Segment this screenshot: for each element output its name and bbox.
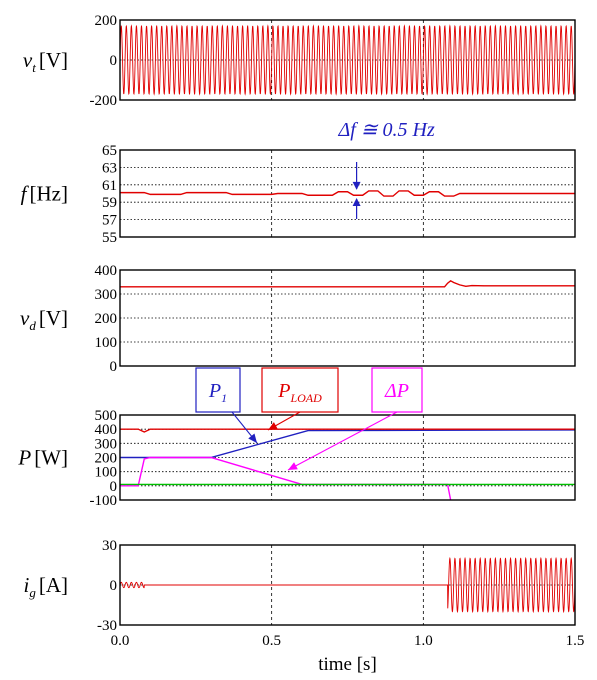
label-text-1: PLOAD xyxy=(277,380,322,405)
plot-frame-ig xyxy=(119,544,576,626)
series-line-ig-0 xyxy=(119,556,576,614)
label-text-0: P1 xyxy=(208,380,227,405)
y-tick-label: 0 xyxy=(110,53,118,69)
y-label-unit: [A] xyxy=(39,573,68,597)
series-line-vt-0 xyxy=(119,24,576,96)
annotation-arrowhead-top xyxy=(352,181,361,190)
y-tick-label: 0 xyxy=(110,359,118,375)
y-label-unit: [V] xyxy=(39,306,68,330)
y-label-symbol: P xyxy=(17,446,31,470)
y-tick-label: 500 xyxy=(95,408,118,424)
y-tick-label: -200 xyxy=(90,93,118,109)
y-label-unit: [V] xyxy=(39,48,68,72)
y-tick-label: 57 xyxy=(102,213,118,229)
x-tick-label: 0.0 xyxy=(111,633,130,649)
y-axis-label-vt: vt [V] xyxy=(23,48,68,75)
label-symbol: P xyxy=(277,380,290,402)
y-tick-label: 0 xyxy=(110,479,118,495)
y-tick-label: 55 xyxy=(102,230,117,246)
y-label-subscript: d xyxy=(29,318,36,333)
label-pointer-2 xyxy=(287,411,398,471)
y-tick-label: 200 xyxy=(95,451,118,467)
annotation-arrowhead-bottom xyxy=(352,197,361,206)
y-label-symbol: i xyxy=(24,573,30,597)
label-box-2 xyxy=(371,367,423,413)
y-axis-label-vd: vd [V] xyxy=(20,306,68,333)
x-tick-label: 1.0 xyxy=(414,633,433,649)
series-line-f-0 xyxy=(120,190,575,197)
label-arrowhead-2 xyxy=(288,462,298,470)
y-axis-label-ig: ig [A] xyxy=(24,573,69,600)
y-axis-label-f: f [Hz] xyxy=(21,182,68,206)
y-tick-label: 300 xyxy=(95,287,118,303)
y-tick-label: 200 xyxy=(95,311,118,327)
label-box-0 xyxy=(195,367,241,413)
y-label-unit: [W] xyxy=(34,446,68,470)
x-tick-label: 1.5 xyxy=(566,633,585,649)
panel-ig: -30 0 30 ig [A] xyxy=(24,538,576,634)
label-subscript: 1 xyxy=(221,391,227,405)
y-label-subscript: t xyxy=(32,60,36,75)
y-label-symbol: v xyxy=(23,48,33,72)
y-tick-label: 400 xyxy=(95,422,118,438)
y-tick-label: 300 xyxy=(95,436,118,452)
plot-frame-P xyxy=(119,414,576,501)
plot-frame-f xyxy=(119,149,576,238)
label-box-1 xyxy=(261,367,339,413)
y-label-subscript: g xyxy=(29,585,36,600)
x-tick-label: 0.5 xyxy=(262,633,281,649)
y-tick-label: 59 xyxy=(102,195,117,211)
y-tick-label: 63 xyxy=(102,160,117,176)
y-tick-label: 61 xyxy=(102,178,117,194)
label-text-2: ΔP xyxy=(384,380,409,402)
series-line-P-PLOAD xyxy=(120,428,575,433)
y-tick-label: -30 xyxy=(97,618,117,634)
delta-f-annotation: Δf ≅ 0.5 Hz xyxy=(337,119,434,141)
y-label-symbol: v xyxy=(20,306,30,330)
label-symbol: P xyxy=(208,380,221,402)
y-tick-label: 200 xyxy=(95,13,118,29)
y-tick-label: -100 xyxy=(90,493,118,509)
panel-vd: 0 100 200 300 400 vd [V] xyxy=(20,263,576,375)
y-axis-label-P: P [W] xyxy=(17,446,68,470)
x-axis-label: time [s] xyxy=(318,654,377,675)
series-line-P-ΔP xyxy=(120,456,452,501)
y-tick-label: 65 xyxy=(102,143,117,159)
y-tick-label: 400 xyxy=(95,263,118,279)
y-tick-label: 0 xyxy=(110,578,118,594)
y-label-unit: [Hz] xyxy=(30,182,68,206)
y-tick-label: 100 xyxy=(95,335,118,351)
plot-frame-vd xyxy=(119,269,576,367)
panel-vt: -200 0 200 vt [V] xyxy=(23,13,576,109)
label-arrowhead-0 xyxy=(248,433,257,443)
plot-frame-vt xyxy=(119,19,576,101)
y-label-symbol: f xyxy=(21,182,30,206)
label-arrowhead-1 xyxy=(268,422,278,430)
series-line-vd-0 xyxy=(120,279,575,288)
y-tick-label: 30 xyxy=(102,538,117,554)
label-subscript: LOAD xyxy=(289,391,322,405)
y-tick-label: 100 xyxy=(95,465,118,481)
label-symbol: ΔP xyxy=(384,380,409,402)
